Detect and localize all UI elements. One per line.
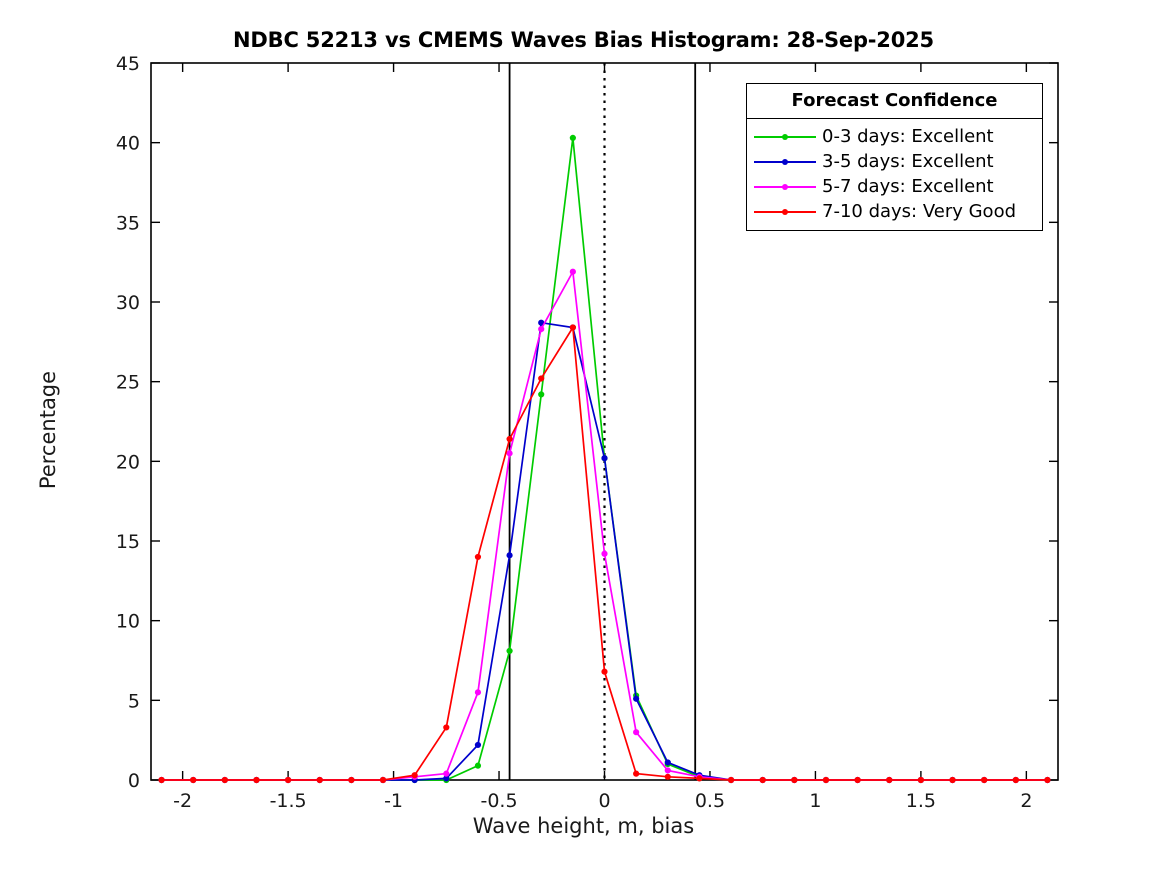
data-point	[506, 435, 513, 443]
data-point	[379, 776, 387, 784]
data-point	[601, 668, 608, 675]
y-tick-label: 25	[116, 372, 140, 394]
data-point	[316, 776, 323, 784]
legend-item[interactable]: 5-7 days: Excellent	[747, 174, 1042, 199]
data-point	[696, 775, 703, 782]
legend-item[interactable]: 7-10 days: Very Good	[747, 199, 1042, 224]
data-point	[633, 729, 640, 736]
data-point	[538, 391, 545, 398]
data-point	[822, 776, 830, 784]
data-point	[506, 552, 513, 559]
y-tick-label: 0	[128, 770, 140, 792]
legend-swatch	[754, 130, 816, 144]
x-axis-label: Wave height, m, bias	[472, 814, 695, 838]
legend-marker-icon	[782, 133, 788, 140]
data-point	[664, 773, 671, 780]
data-point	[569, 268, 576, 275]
series-line	[161, 268, 1048, 781]
legend-item-label: 3-5 days: Excellent	[822, 151, 994, 172]
chart-title: NDBC 52213 vs CMEMS Waves Bias Histogram…	[233, 28, 934, 52]
data-point	[664, 759, 671, 766]
legend-item[interactable]: 0-3 days: Excellent	[747, 124, 1042, 149]
data-point	[633, 695, 640, 702]
data-point	[474, 689, 482, 696]
data-point	[221, 776, 228, 784]
data-point	[538, 325, 545, 333]
data-point	[981, 776, 988, 784]
data-point	[474, 741, 482, 749]
data-point	[791, 776, 798, 784]
legend-swatch	[754, 180, 816, 194]
data-point	[158, 776, 165, 784]
data-point	[1012, 776, 1019, 784]
x-tick-label: 2	[1020, 790, 1032, 812]
legend-item-list: 0-3 days: Excellent 3-5 days: Excellent 5-…	[747, 119, 1042, 230]
data-point	[348, 776, 355, 784]
legend-marker-icon	[782, 208, 788, 215]
x-tick-label: -1.5	[270, 790, 307, 812]
x-tick-label: 1	[809, 790, 821, 812]
y-tick-label: 35	[116, 212, 140, 234]
legend-swatch	[754, 155, 816, 169]
y-tick-label: 45	[116, 53, 140, 75]
data-point	[727, 776, 735, 784]
data-point	[569, 134, 576, 141]
data-point	[949, 776, 956, 784]
y-tick-label: 40	[116, 133, 140, 155]
data-point	[886, 776, 893, 784]
data-point	[506, 647, 513, 655]
legend: Forecast Confidence 0-3 days: Excellent 3…	[746, 83, 1043, 231]
legend-item-label: 0-3 days: Excellent	[822, 126, 994, 147]
data-point	[474, 762, 482, 769]
data-point	[443, 770, 450, 777]
series-3	[158, 324, 1051, 784]
data-point	[538, 375, 545, 382]
data-point	[854, 776, 861, 784]
data-point	[664, 767, 671, 774]
y-tick-label: 10	[116, 611, 140, 633]
data-point	[253, 776, 260, 784]
legend-swatch	[754, 205, 816, 219]
data-point	[633, 770, 640, 777]
data-point	[190, 776, 197, 784]
data-point	[569, 324, 576, 331]
x-tick-label: 0	[598, 790, 610, 812]
x-tick-label: -2	[173, 790, 192, 812]
x-tick-label: 0.5	[695, 790, 725, 812]
x-tick-label: -0.5	[480, 790, 517, 812]
y-tick-label: 15	[116, 531, 140, 553]
legend-marker-icon	[782, 183, 788, 190]
legend-item[interactable]: 3-5 days: Excellent	[747, 149, 1042, 174]
data-point	[506, 450, 513, 457]
data-point	[285, 776, 292, 784]
data-point	[443, 724, 450, 731]
legend-item-label: 5-7 days: Excellent	[822, 176, 994, 197]
x-tick-label: -1	[384, 790, 403, 812]
y-tick-label: 30	[116, 292, 140, 314]
legend-marker-icon	[782, 158, 788, 165]
series-2	[158, 268, 1051, 784]
data-point	[917, 776, 925, 784]
y-axis-label: Percentage	[36, 370, 60, 490]
data-point	[1044, 776, 1051, 784]
x-tick-label: 1.5	[906, 790, 936, 812]
data-point	[759, 776, 766, 784]
data-point	[601, 455, 608, 462]
data-point	[474, 553, 482, 561]
legend-item-label: 7-10 days: Very Good	[822, 201, 1017, 222]
y-tick-label: 20	[116, 451, 140, 473]
data-point	[601, 550, 608, 557]
y-tick-label: 5	[128, 690, 140, 712]
legend-title: Forecast Confidence	[747, 84, 1042, 119]
data-point	[411, 772, 418, 779]
